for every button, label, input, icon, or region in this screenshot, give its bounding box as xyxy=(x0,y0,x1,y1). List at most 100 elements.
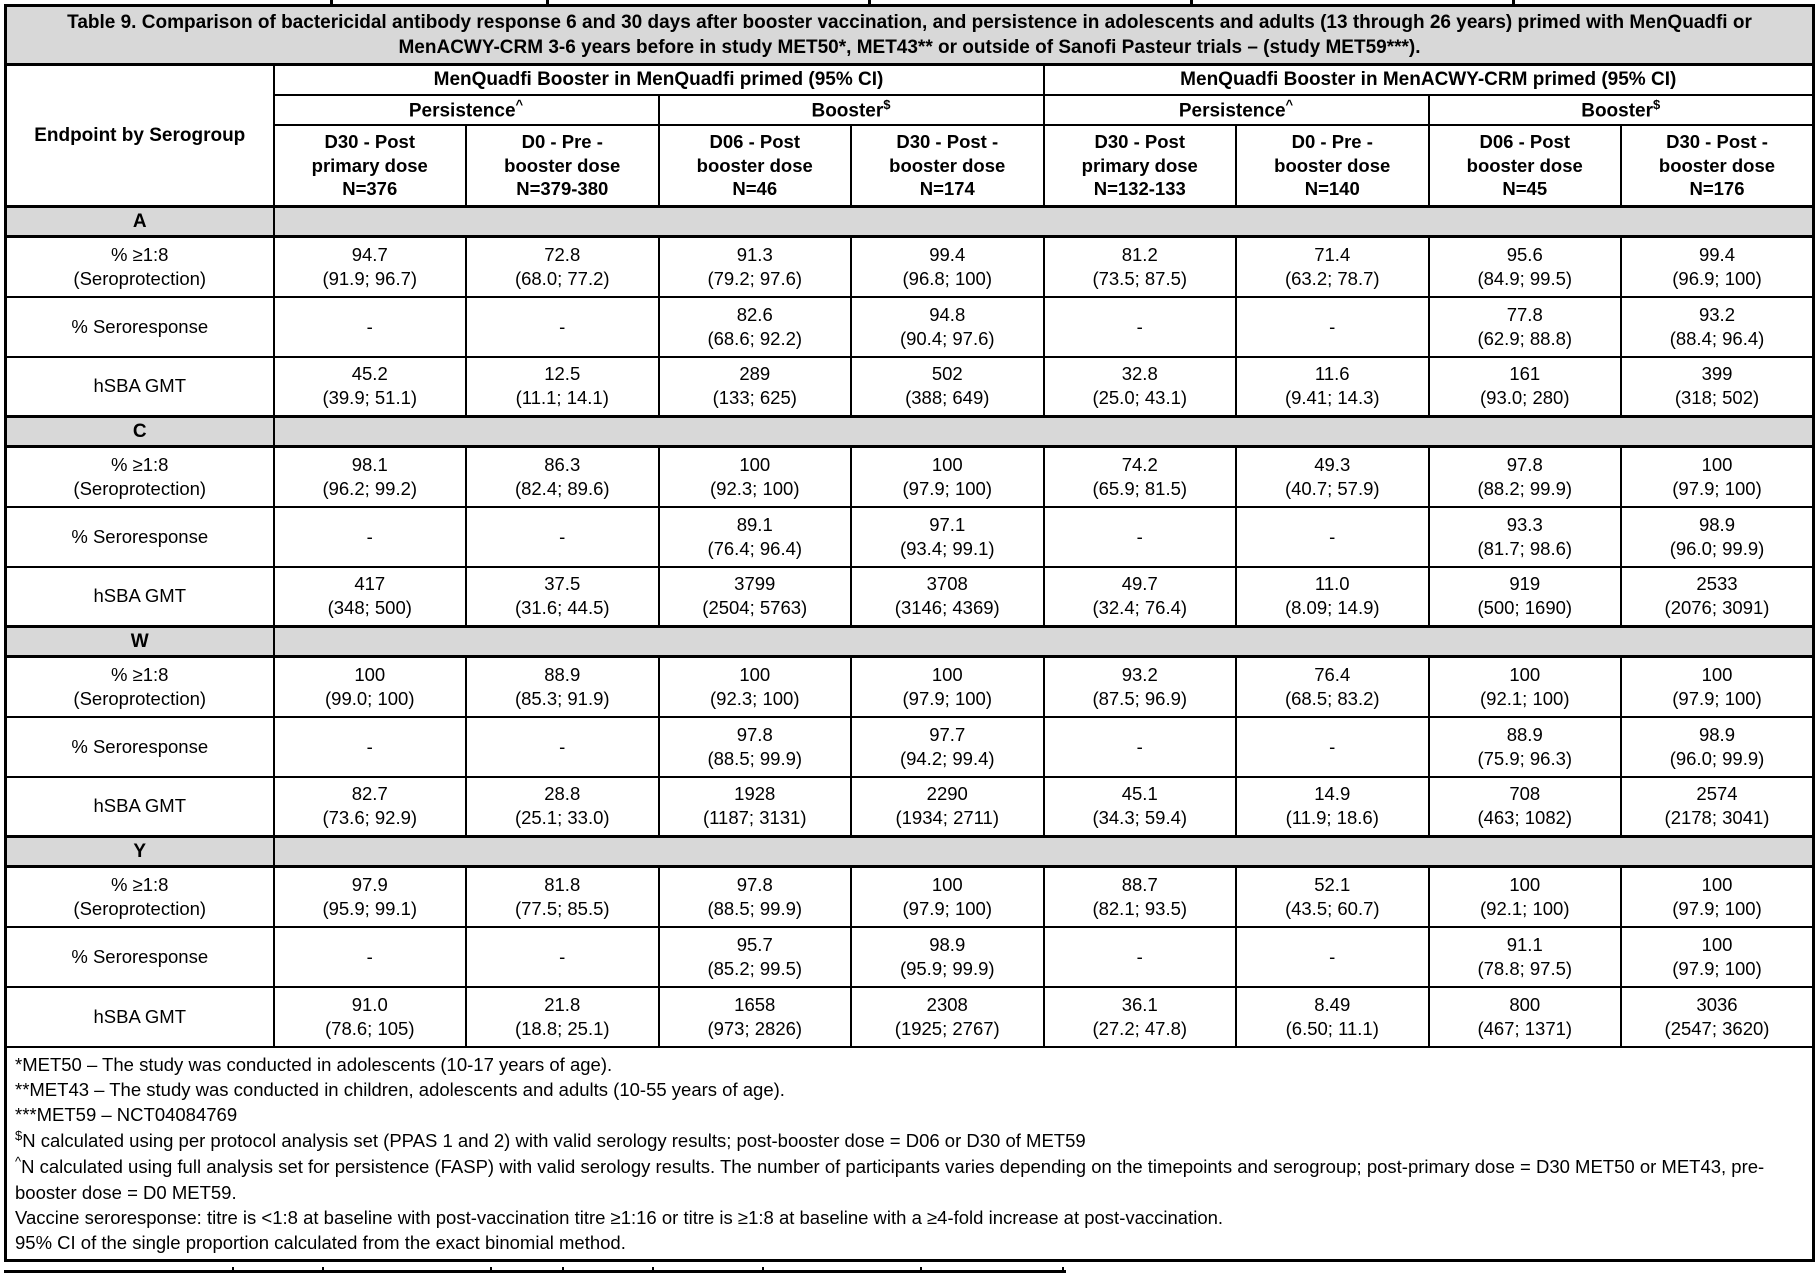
cell-value: 93.2 xyxy=(1121,663,1158,685)
data-cell: 11.0 (8.09; 14.9) xyxy=(1235,565,1430,628)
cell-ci: (73.6; 92.9) xyxy=(322,807,418,829)
data-cell: 100 (97.9; 100) xyxy=(850,445,1045,508)
serogroup-row-Y: Y xyxy=(4,835,1815,869)
cell-ci: (81.7; 98.6) xyxy=(1477,537,1573,559)
endpoint-label-line: % ≥1:8 xyxy=(111,873,169,895)
subgroup-header-row: Persistence^ Booster$ Persistence^ Booster$ xyxy=(6,93,1815,126)
data-cell: 95.7 (85.2; 99.5) xyxy=(657,925,852,988)
cell-value: 97.9 xyxy=(351,873,388,895)
column-header-line: N=132-133 xyxy=(1093,178,1186,200)
data-cell: 32.8 (25.0; 43.1) xyxy=(1042,355,1237,418)
cell-ci: (78.6; 105) xyxy=(325,1017,415,1039)
cell-value: 45.2 xyxy=(351,363,388,385)
endpoint-label: hSBA GMT xyxy=(4,775,275,838)
table-row: % Seroresponse - -82.6 (68.6; 92.2) 94.8 (90.… xyxy=(4,295,1815,358)
endpoint-label-line: % Seroresponse xyxy=(71,735,209,757)
cell-value: 89.1 xyxy=(736,513,773,535)
table-row: % ≥1:8 (Seroprotection) 100 (99.0; 100) 88.9… xyxy=(4,655,1815,718)
cell-ci: (68.5; 83.2) xyxy=(1284,687,1380,709)
data-cell: 100 (92.1; 100) xyxy=(1427,655,1622,718)
cell-value: 88.9 xyxy=(1506,723,1543,745)
data-cell: 81.2 (73.5; 87.5) xyxy=(1042,235,1237,298)
endpoint-label-line: (Seroprotection) xyxy=(73,687,207,709)
endpoint-label: % ≥1:8 (Seroprotection) xyxy=(4,445,275,508)
endpoint-label-line: (Seroprotection) xyxy=(73,267,207,289)
cell-ci: (11.9; 18.6) xyxy=(1285,807,1379,829)
title-row: Table 9. Comparison of bactericidal anti… xyxy=(4,4,1815,67)
serogroup-header: A xyxy=(4,205,275,239)
crop-artifact xyxy=(4,1270,1066,1273)
data-cell: 97.1 (93.4; 99.1) xyxy=(850,505,1045,568)
data-cell: 98.1 (96.2; 99.2) xyxy=(272,445,467,508)
data-cell: 12.5 (11.1; 14.1) xyxy=(465,355,660,418)
endpoint-label-line: (Seroprotection) xyxy=(73,477,207,499)
serogroup-header-fill xyxy=(272,205,1815,239)
cell-value: 97.1 xyxy=(929,513,966,535)
cell-value: 919 xyxy=(1509,573,1541,595)
cell-ci: (97.9; 100) xyxy=(1672,897,1762,919)
column-header-5: D0 - Pre - booster dose N=140 xyxy=(1235,123,1430,208)
cell-ci: (77.5; 85.5) xyxy=(514,897,610,919)
table-row: % Seroresponse - -95.7 (85.2; 99.5) 98.9 (95.… xyxy=(4,925,1815,988)
footnote-text: **MET43 – The study was conducted in chi… xyxy=(15,1078,785,1100)
endpoint-label: % Seroresponse xyxy=(4,505,275,568)
cell-value: - xyxy=(366,525,373,547)
endpoint-label: % ≥1:8 (Seroprotection) xyxy=(4,235,275,298)
column-header-line: booster dose xyxy=(1466,154,1583,176)
cell-ci: (75.9; 96.3) xyxy=(1477,747,1573,769)
footnote-text: N calculated using full analysis set for… xyxy=(15,1156,1765,1203)
data-cell: 98.9 (96.0; 99.9) xyxy=(1620,715,1815,778)
cell-ci: (96.8; 100) xyxy=(902,267,992,289)
data-cell: 91.3 (79.2; 97.6) xyxy=(657,235,852,298)
column-header-7: D30 - Post - booster dose N=176 xyxy=(1620,123,1815,208)
group-header-menquadfi-primed: MenQuadfi Booster in MenQuadfi primed (9… xyxy=(272,63,1045,96)
cell-value: 100 xyxy=(1509,873,1541,895)
column-header-1: D0 - Pre - booster dose N=379-380 xyxy=(465,123,660,208)
cell-value: 49.7 xyxy=(1121,573,1158,595)
data-cell: 81.8 (77.5; 85.5) xyxy=(465,865,660,928)
data-cell: 49.3 (40.7; 57.9) xyxy=(1235,445,1430,508)
table-row: hSBA GMT 417 (348; 500) 37.5 (31.6; 44.5) 379… xyxy=(4,565,1815,628)
table-title: Table 9. Comparison of bactericidal anti… xyxy=(4,4,1815,67)
endpoint-label-line: % ≥1:8 xyxy=(111,453,169,475)
serogroup-row-C: C xyxy=(4,415,1815,449)
footnote-line: ***MET59 – NCT04084769 xyxy=(15,1102,1804,1127)
column-header-0: D30 - Post primary dose N=376 xyxy=(272,123,467,208)
data-cell: 93.2 (87.5; 96.9) xyxy=(1042,655,1237,718)
data-cell: 1928 (1187; 3131) xyxy=(657,775,852,838)
data-cell: 74.2 (65.9; 81.5) xyxy=(1042,445,1237,508)
cell-ci: (25.1; 33.0) xyxy=(514,807,610,829)
cell-ci: (88.5; 99.9) xyxy=(707,747,803,769)
cell-ci: (87.5; 96.9) xyxy=(1092,687,1188,709)
cell-value: 93.2 xyxy=(1698,303,1735,325)
cell-value: - xyxy=(559,525,566,547)
row-header-endpoint-by-serogroup: Endpoint by Serogroup xyxy=(4,63,275,208)
table-row: % ≥1:8 (Seroprotection) 98.1 (96.2; 99.2) 86… xyxy=(4,445,1815,508)
column-header-6: D06 - Post booster dose N=45 xyxy=(1427,123,1622,208)
table-row: % ≥1:8 (Seroprotection) 94.7 (91.9; 96.7) 72… xyxy=(4,235,1815,298)
footnotes-row: *MET50 – The study was conducted in adol… xyxy=(4,1045,1815,1262)
cell-value: 72.8 xyxy=(544,243,581,265)
data-cell: 289 (133; 625) xyxy=(657,355,852,418)
column-header-line: N=140 xyxy=(1304,178,1360,200)
data-cell: 52.1 (43.5; 60.7) xyxy=(1235,865,1430,928)
table-row: % ≥1:8 (Seroprotection) 97.9 (95.9; 99.1) 81… xyxy=(4,865,1815,928)
subgroup-header-persistence-2: Persistence^ xyxy=(1042,93,1430,126)
column-header-line: N=176 xyxy=(1689,178,1745,200)
crop-artifact xyxy=(920,1267,922,1273)
cell-ci: (93.0; 280) xyxy=(1480,387,1570,409)
data-cell: 3799 (2504; 5763) xyxy=(657,565,852,628)
column-header-4: D30 - Post primary dose N=132-133 xyxy=(1042,123,1237,208)
cell-ci: (1934; 2711) xyxy=(895,807,1000,829)
data-cell: 100 (99.0; 100) xyxy=(272,655,467,718)
endpoint-label-line: % ≥1:8 xyxy=(111,663,169,685)
cell-value: - xyxy=(1136,525,1143,547)
cell-ci: (8.09; 14.9) xyxy=(1284,597,1380,619)
cell-value: 99.4 xyxy=(1698,243,1735,265)
cell-ci: (84.9; 99.5) xyxy=(1477,267,1573,289)
cell-ci: (99.0; 100) xyxy=(325,687,415,709)
table-body: A% ≥1:8 (Seroprotection) 94.7 (91.9; 96.7) 7… xyxy=(4,205,1815,1048)
data-cell: - xyxy=(272,925,467,988)
cell-ci: (79.2; 97.6) xyxy=(707,267,803,289)
